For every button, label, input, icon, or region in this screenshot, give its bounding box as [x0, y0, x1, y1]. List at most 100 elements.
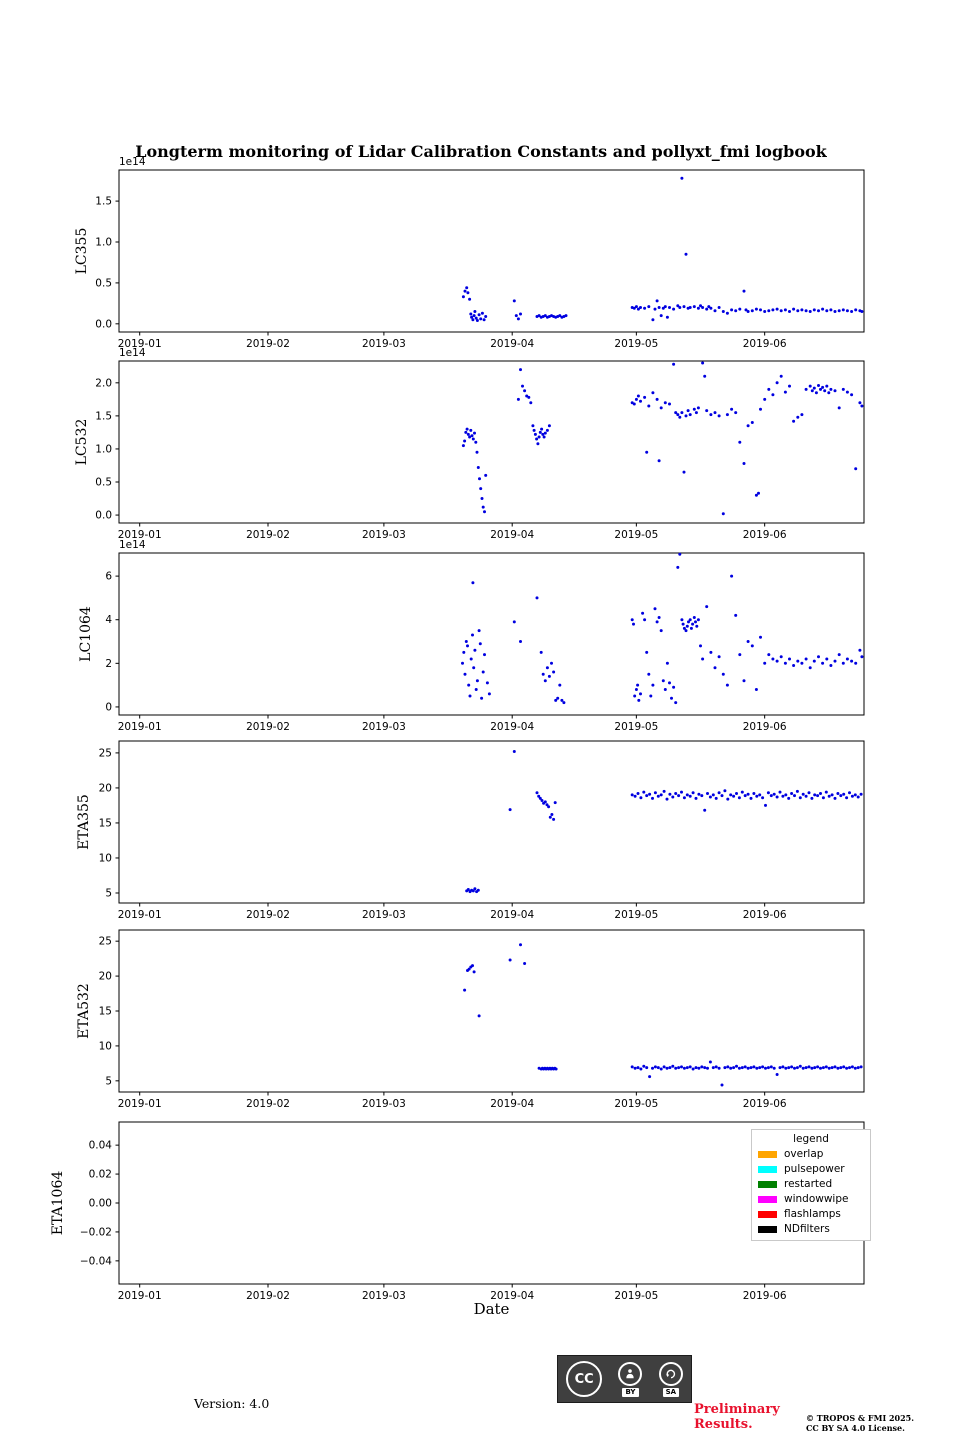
y-tick-label: 0.0 [95, 510, 112, 522]
cc-license-badge: CC BY SA [557, 1355, 692, 1403]
cc-by-unit: BY [618, 1361, 643, 1397]
x-tick-label: 2019-04 [490, 1290, 534, 1302]
scatter-series [461, 552, 864, 705]
y-tick-label: 10 [99, 1040, 112, 1052]
x-tick-label: 2019-03 [362, 721, 406, 733]
y-tick-label: 2 [105, 658, 112, 670]
y-tick-label: 0.5 [95, 477, 112, 489]
x-tick-label: 2019-05 [614, 721, 658, 733]
x-axis-label: Date [473, 1300, 510, 1318]
y-tick-label: 4 [105, 614, 112, 626]
legend-label: flashlamps [784, 1208, 841, 1220]
y-tick-label: 1.5 [95, 196, 112, 208]
y-tick-label: 10 [99, 852, 112, 864]
version-text: Version: 4.0 [194, 1396, 270, 1411]
x-tick-label: 2019-02 [246, 1098, 290, 1110]
x-tick-label: 2019-04 [490, 721, 534, 733]
y-tick-label: −0.02 [80, 1226, 112, 1238]
page-title: Longterm monitoring of Lidar Calibration… [135, 142, 827, 161]
x-tick-label: 2019-04 [490, 909, 534, 921]
sa-arrow-icon [658, 1361, 683, 1386]
x-tick-label: 2019-02 [246, 909, 290, 921]
legend-label: pulsepower [784, 1163, 845, 1175]
x-tick-label: 2019-01 [118, 721, 162, 733]
x-tick-label: 2019-05 [614, 338, 658, 350]
subplot-lc355: 0.0 0.5 1.0 1.5 2019-01 2019-02 2019-03 2019-04… [74, 156, 865, 350]
y-tick-label: 15 [99, 817, 112, 829]
y-axis-title: LC1064 [78, 606, 94, 662]
y-tick-label: 6 [105, 571, 112, 583]
x-tick-label: 2019-01 [118, 1098, 162, 1110]
axes-frame [118, 360, 865, 524]
y-tick-label: 2.0 [95, 377, 112, 389]
x-tick-label: 2019-02 [246, 529, 290, 541]
y-tick-label: 1.5 [95, 410, 112, 422]
y-tick-label: −0.04 [80, 1255, 112, 1267]
x-tick-label: 2019-06 [743, 721, 787, 733]
y-tick-label: 0.02 [89, 1169, 112, 1181]
by-person-icon [618, 1361, 643, 1386]
subplot-eta1064: −0.04 −0.02 0.00 0.02 0.04 2019-01 2019-02 2019… [50, 1121, 865, 1302]
legend-entry-flashlamps: flashlamps [758, 1208, 864, 1220]
subplot-lc1064: 0 2 4 6 2019-01 2019-02 2019-03 2019-04 2019-05 2… [78, 539, 865, 733]
scatter-series [461, 361, 864, 516]
x-tick-label: 2019-05 [614, 1098, 658, 1110]
x-tick-label: 2019-06 [743, 338, 787, 350]
y-tick-label: 25 [99, 936, 112, 948]
y-tick-label: 0 [105, 701, 112, 713]
axis-offset-text: 1e14 [119, 156, 146, 168]
legend-entries: overlap pulsepower restarted windowwipe flas… [758, 1148, 864, 1235]
legend-label: restarted [784, 1178, 833, 1190]
x-tick-label: 2019-05 [614, 909, 658, 921]
legend-box: legend overlap pulsepower restarted windoww… [751, 1129, 871, 1241]
legend-label: overlap [784, 1148, 824, 1160]
cc-sa-unit: SA [658, 1361, 683, 1397]
x-tick-label: 2019-01 [118, 1290, 162, 1302]
x-tick-label: 2019-03 [362, 1098, 406, 1110]
y-tick-label: 0.0 [95, 318, 112, 330]
y-tick-label: 0.5 [95, 277, 112, 289]
y-tick-label: 25 [99, 747, 112, 759]
legend-label: NDfilters [784, 1223, 830, 1235]
x-tick-label: 2019-03 [362, 338, 406, 350]
legend-swatch [758, 1210, 777, 1218]
y-tick-label: 0.00 [89, 1198, 112, 1210]
scatter-series [463, 943, 863, 1087]
x-tick-label: 2019-02 [246, 338, 290, 350]
x-tick-label: 2019-03 [362, 1290, 406, 1302]
legend-label: windowwipe [784, 1193, 849, 1205]
y-axis-title: LC532 [74, 419, 90, 466]
x-tick-label: 2019-03 [362, 909, 406, 921]
scatter-series [465, 750, 863, 894]
x-tick-label: 2019-05 [614, 529, 658, 541]
y-tick-label: 0.04 [89, 1140, 113, 1152]
x-tick-label: 2019-06 [743, 1098, 787, 1110]
legend-swatch [758, 1165, 777, 1173]
x-tick-label: 2019-04 [490, 338, 534, 350]
y-tick-label: 20 [99, 782, 112, 794]
legend-entry-overlap: overlap [758, 1148, 864, 1160]
legend-entry-pulsepower: pulsepower [758, 1163, 864, 1175]
legend-entry-NDfilters: NDfilters [758, 1223, 864, 1235]
axes-frame [118, 740, 865, 904]
y-axis-title: ETA355 [76, 794, 92, 850]
copyright-line1: © TROPOS & FMI 2025. [806, 1413, 915, 1423]
sa-label: SA [662, 1387, 680, 1397]
subplot-eta532: 5 10 15 20 25 2019-01 2019-02 2019-03 2019-04 201… [76, 929, 865, 1110]
x-tick-label: 2019-06 [743, 529, 787, 541]
copyright-text: © TROPOS & FMI 2025. CC BY SA 4.0 Licens… [806, 1413, 915, 1433]
cc-logo-icon: CC [566, 1361, 603, 1397]
x-tick-label: 2019-06 [743, 909, 787, 921]
legend-entry-restarted: restarted [758, 1178, 864, 1190]
x-tick-label: 2019-05 [614, 1290, 658, 1302]
x-tick-label: 2019-01 [118, 909, 162, 921]
x-tick-label: 2019-01 [118, 338, 162, 350]
legend-title: legend [793, 1133, 829, 1145]
x-tick-label: 2019-03 [362, 529, 406, 541]
x-tick-label: 2019-02 [246, 1290, 290, 1302]
subplot-eta355: 5 10 15 20 25 2019-01 2019-02 2019-03 2019-04 201… [76, 740, 865, 921]
x-tick-label: 2019-04 [490, 1098, 534, 1110]
